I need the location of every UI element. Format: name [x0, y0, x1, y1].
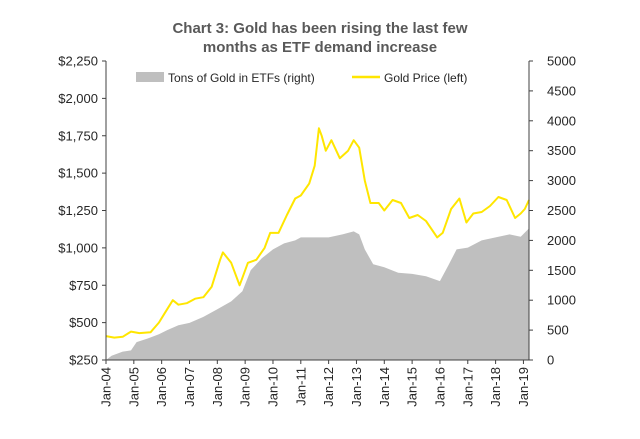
x-axis-tick-label: Jan-17 [460, 367, 475, 407]
legend: Tons of Gold in ETFs (right) Gold Price … [136, 71, 467, 85]
x-axis-tick-label: Jan-12 [321, 367, 336, 407]
x-axis-tick-label: Jan-14 [377, 367, 392, 407]
right-axis-tick-label: 5000 [547, 54, 576, 69]
right-axis-tick-label: 3500 [547, 143, 576, 158]
left-axis-tick-label: $500 [69, 315, 98, 330]
right-axis-tick-label: 1500 [547, 263, 576, 278]
right-axis-tick-label: 0 [547, 353, 554, 368]
left-axis-tick-label: $2,000 [58, 91, 98, 106]
right-axis-tick-label: 4500 [547, 83, 576, 98]
legend-swatch-etf-tons [136, 72, 164, 82]
chart-title-line-1: Chart 3: Gold has been rising the last f… [172, 20, 467, 37]
right-axis-tick-label: 3000 [547, 173, 576, 188]
x-axis-tick-label: Jan-05 [126, 367, 141, 407]
x-axis-tick-label: Jan-19 [516, 367, 531, 407]
x-axis-tick-label: Jan-15 [405, 367, 420, 407]
series-etf-tons-area [106, 228, 529, 360]
left-axis-tick-label: $1,500 [58, 166, 98, 181]
x-axis-tick-label: Jan-06 [154, 367, 169, 407]
x-axis-tick-label: Jan-16 [432, 367, 447, 407]
x-axis-tick-label: Jan-08 [210, 367, 225, 407]
x-axis-tick-label: Jan-09 [238, 367, 253, 407]
left-axis-tick-label: $750 [69, 278, 98, 293]
axes: $250 $500 $750 $1,000 $1,250 $1,500 $1,750 $2,0… [58, 54, 576, 407]
legend-label-etf-tons: Tons of Gold in ETFs (right) [168, 71, 315, 85]
right-axis-tick-label: 2500 [547, 203, 576, 218]
series-gold-price-line [105, 127, 530, 339]
left-axis-tick-label: $1,750 [58, 128, 98, 143]
right-axis-tick-label: 500 [547, 323, 569, 338]
left-axis-tick-label: $2,250 [58, 54, 98, 69]
left-axis-tick-label: $1,250 [58, 203, 98, 218]
right-axis-tick-label: 1000 [547, 293, 576, 308]
left-axis-tick-label: $250 [69, 353, 98, 368]
right-axis-tick-label: 4000 [547, 113, 576, 128]
chart-title-line-2: months as ETF demand increase [203, 39, 437, 56]
plot-area [105, 127, 530, 360]
legend-label-gold-price: Gold Price (left) [384, 71, 467, 85]
x-axis-tick-label: Jan-13 [349, 367, 364, 407]
x-axis-tick-label: Jan-10 [265, 367, 280, 407]
x-axis-tick-label: Jan-11 [293, 367, 308, 406]
right-axis-tick-label: 2000 [547, 233, 576, 248]
x-axis-tick-label: Jan-07 [182, 367, 197, 407]
x-axis-tick-label: Jan-18 [488, 367, 503, 407]
left-axis-tick-label: $1,000 [58, 240, 98, 255]
x-axis-tick-label: Jan-04 [99, 367, 114, 407]
